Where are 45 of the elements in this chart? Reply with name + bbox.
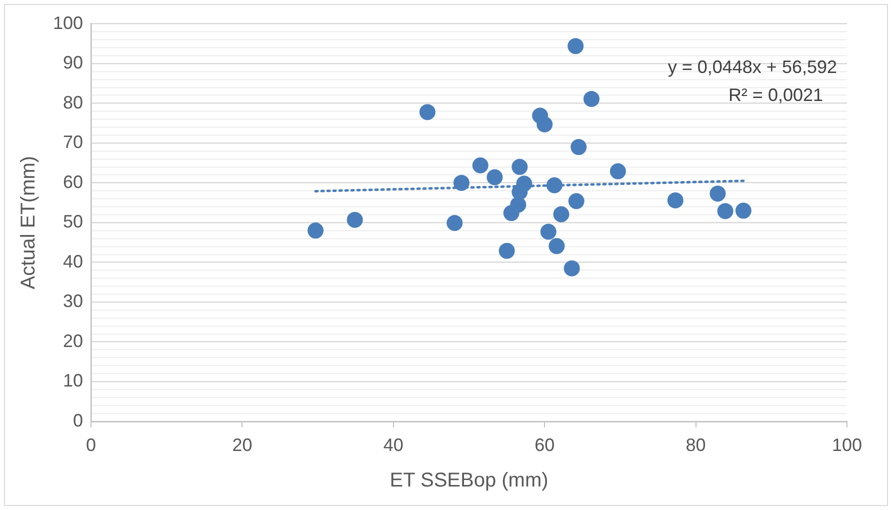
point (568, 193, 584, 210)
y-tick-label: 90 (63, 52, 84, 73)
x-tick-label: 20 (232, 435, 252, 456)
point (419, 104, 436, 120)
annotation: y = 0,0448x + 56,592 (668, 56, 837, 77)
point (583, 90, 600, 107)
point (568, 38, 584, 54)
y-tick-label: 80 (63, 92, 84, 112)
y-axis-title: Actual ET(mm) (18, 156, 40, 290)
point (610, 163, 626, 180)
y-tick-label: 100 (52, 12, 84, 33)
y-tick-label: 50 (63, 212, 84, 232)
x-tick-label: 40 (383, 435, 404, 456)
point (564, 260, 580, 276)
point (570, 139, 587, 156)
point (540, 224, 556, 240)
point (446, 215, 463, 231)
point (548, 238, 565, 254)
point (472, 157, 488, 174)
y-tick-label: 60 (63, 172, 84, 192)
point (553, 206, 570, 222)
x-axis-title: ET SSEBop (mm) (390, 470, 548, 492)
point (667, 192, 684, 208)
annotation: R² = 0,0021 (728, 84, 823, 105)
point (717, 203, 734, 220)
y-tick-label: 70 (63, 132, 84, 152)
point (536, 116, 553, 132)
y-tick-label: 30 (63, 291, 84, 312)
point (453, 174, 470, 191)
point (710, 186, 726, 202)
point (346, 212, 363, 228)
point (308, 222, 324, 239)
x-tick-label: 80 (686, 435, 706, 456)
y-tick-label: 10 (63, 370, 84, 391)
x-tick-label: 60 (534, 435, 555, 456)
point (486, 169, 503, 186)
point (510, 196, 526, 213)
y-tick-label: 0 (73, 410, 84, 430)
point (498, 242, 515, 259)
y-tick-label: 20 (63, 330, 84, 351)
point (512, 158, 528, 175)
y-tick-label: 40 (63, 251, 84, 272)
point (735, 202, 752, 219)
x-tick-label: 0 (86, 435, 96, 456)
x-tick-label: 100 (832, 435, 862, 456)
